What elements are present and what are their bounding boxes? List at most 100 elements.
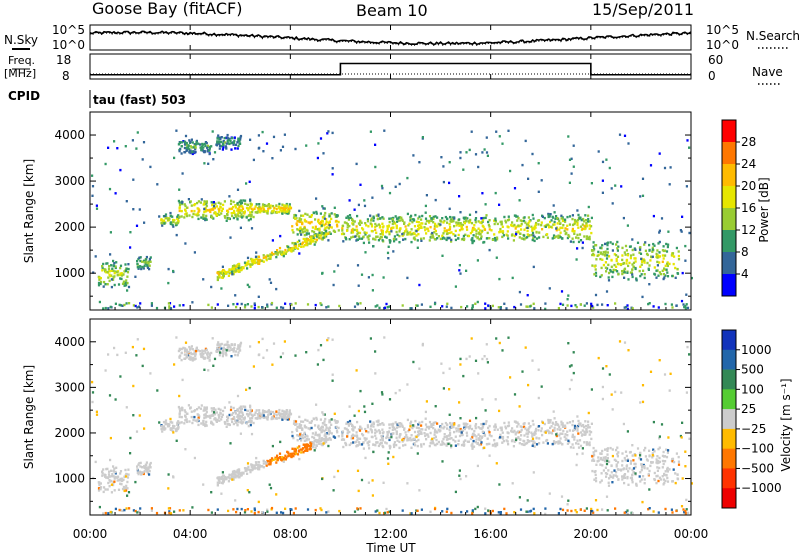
velocity-cell xyxy=(298,415,301,419)
power-cell xyxy=(614,302,617,305)
power-cell xyxy=(513,223,516,227)
velocity-cell xyxy=(202,353,205,356)
power-cell xyxy=(601,303,604,306)
velocity-cell xyxy=(240,419,243,422)
velocity-cell xyxy=(268,413,271,416)
velocity-cell xyxy=(542,441,545,444)
velocity-cell xyxy=(196,420,199,423)
power-cell xyxy=(217,137,220,140)
velocity-cell xyxy=(394,428,397,431)
velocity-cell xyxy=(232,350,235,353)
power-cell xyxy=(257,305,260,309)
power-cell xyxy=(501,230,505,233)
velocity-cell xyxy=(237,474,240,477)
power-cell xyxy=(440,220,443,223)
power-cell xyxy=(543,216,546,220)
velocity-cell xyxy=(604,448,607,451)
velocity-cell xyxy=(285,416,289,419)
power-cell xyxy=(640,263,643,266)
power-cell xyxy=(354,235,357,238)
power-cell xyxy=(559,236,562,239)
velocity-cell xyxy=(346,421,349,424)
velocity-cell xyxy=(653,450,656,453)
power-cell xyxy=(303,244,307,247)
power-cell xyxy=(651,255,654,258)
power-cell xyxy=(486,154,489,157)
velocity-cell xyxy=(680,436,683,439)
velocity-cell xyxy=(622,467,625,470)
velocity-cell xyxy=(180,415,183,419)
power-cell xyxy=(549,220,552,224)
power-cell xyxy=(537,162,540,165)
power-cell xyxy=(328,220,331,224)
power-cell xyxy=(382,276,385,279)
velocity-cell xyxy=(222,409,225,413)
power-cell xyxy=(363,199,366,202)
velocity-cell xyxy=(225,476,228,479)
power-cell xyxy=(546,233,549,236)
power-cell xyxy=(474,218,477,222)
power-cell xyxy=(310,215,313,218)
velocity-cell xyxy=(236,419,239,422)
power-cell xyxy=(387,257,390,260)
power-cell xyxy=(113,275,116,278)
freq-label-line2: [MHz] xyxy=(4,67,36,80)
velocity-cell xyxy=(248,420,251,423)
power-cell xyxy=(188,148,191,151)
velocity-cell xyxy=(312,445,315,448)
power-cell xyxy=(566,228,569,231)
power-cell xyxy=(592,249,595,252)
power-cell xyxy=(308,242,311,245)
power-cell xyxy=(379,233,382,236)
power-cell xyxy=(524,139,527,143)
power-cell xyxy=(658,255,661,258)
power-cell xyxy=(180,145,183,148)
velocity-cell xyxy=(247,465,250,469)
power-cell xyxy=(269,255,272,259)
power-cell xyxy=(183,216,186,219)
velocity-cell xyxy=(218,414,221,417)
velocity-cell xyxy=(606,509,609,512)
velocity-cell xyxy=(369,337,372,340)
velocity-cell xyxy=(653,471,656,475)
power-cell xyxy=(435,233,438,236)
velocity-cell xyxy=(468,419,472,422)
power-cell xyxy=(448,228,452,231)
power-cell xyxy=(659,272,663,276)
velocity-cell xyxy=(573,438,576,441)
velocity-cell xyxy=(275,410,278,413)
power-cell xyxy=(244,263,247,266)
power-cell xyxy=(206,144,209,148)
power-cell xyxy=(629,271,632,274)
power-cell xyxy=(267,207,270,210)
freq-right-tick-bottom: 0 xyxy=(708,69,716,83)
power-cell xyxy=(410,214,413,218)
velocity-cell xyxy=(207,415,210,418)
power-cell xyxy=(262,256,265,260)
velocity-cell xyxy=(329,438,332,441)
velocity-cell xyxy=(443,425,446,429)
power-cell xyxy=(314,225,317,228)
power-cell xyxy=(266,305,269,308)
power-cell xyxy=(233,264,236,267)
velocity-cell xyxy=(320,438,323,441)
power-cell xyxy=(298,239,301,242)
power-cell xyxy=(510,224,513,227)
velocity-cell xyxy=(585,427,588,431)
velocity-cell xyxy=(287,451,290,454)
velocity-cell xyxy=(424,428,427,431)
velocity-cell xyxy=(460,443,464,447)
power-cell xyxy=(615,254,618,257)
power-cell xyxy=(221,148,224,151)
power-cell xyxy=(421,137,424,140)
velocity-cell xyxy=(317,426,320,429)
power-cell xyxy=(332,229,335,232)
velocity-cell xyxy=(388,426,391,430)
power-cell xyxy=(465,225,468,229)
power-cell xyxy=(398,230,401,233)
power-cell xyxy=(555,229,558,232)
power-cell xyxy=(245,216,248,219)
velocity-cell xyxy=(175,439,178,442)
power-cell xyxy=(193,203,196,207)
power-cell xyxy=(406,230,409,233)
